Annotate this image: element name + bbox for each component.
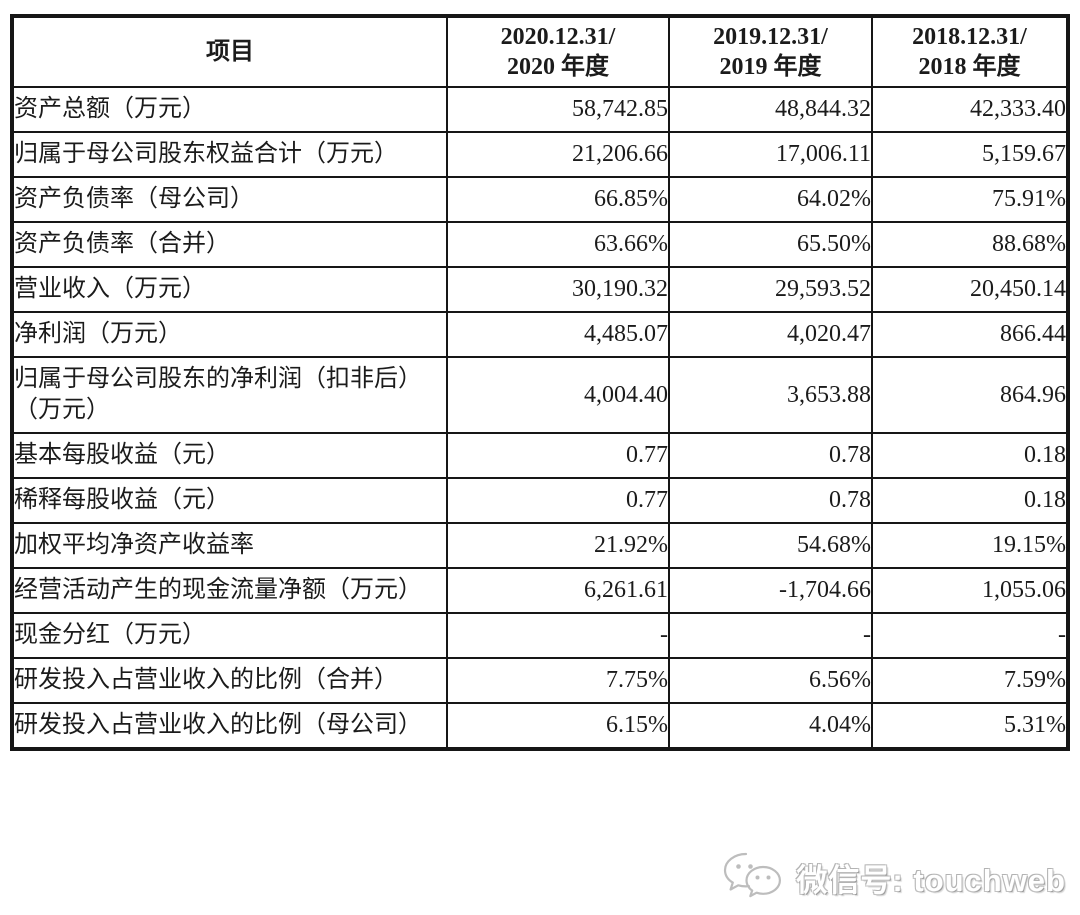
header-line2: 2018 年度 <box>918 54 1021 80</box>
cell-value: 6.15% <box>446 702 670 750</box>
cell-value: 64.02% <box>668 176 873 223</box>
header-line1: 2019.12.31/ <box>713 24 828 50</box>
cell-value: 864.96 <box>871 356 1069 434</box>
cell-value: 866.44 <box>871 311 1069 358</box>
cell-value: 5,159.67 <box>871 131 1069 178</box>
cell-value: 0.77 <box>446 432 670 479</box>
table-row: 基本每股收益（元） 0.77 0.78 0.18 <box>11 432 1069 479</box>
cell-value: 65.50% <box>668 221 873 268</box>
cell-value: 1,055.06 <box>871 567 1069 614</box>
table-row: 研发投入占营业收入的比例（母公司） 6.15% 4.04% 5.31% <box>11 702 1069 750</box>
cell-value: 7.75% <box>446 657 670 704</box>
row-label: 资产负债率（合并） <box>11 221 448 268</box>
cell-value: 0.77 <box>446 477 670 524</box>
cell-value: 20,450.14 <box>871 266 1069 313</box>
cell-value: 4.04% <box>668 702 873 750</box>
header-line2: 2019 年度 <box>719 54 822 80</box>
table-row: 经营活动产生的现金流量净额（万元） 6,261.61 -1,704.66 1,0… <box>11 567 1069 614</box>
column-header-2020: 2020.12.31/ 2020 年度 <box>446 15 670 88</box>
table-row: 资产负债率（合并） 63.66% 65.50% 88.68% <box>11 221 1069 268</box>
header-line1: 2018.12.31/ <box>912 24 1027 50</box>
cell-value: - <box>871 612 1069 659</box>
header-row: 项目 2020.12.31/ 2020 年度 2019.12.31/ 2019 … <box>11 15 1069 88</box>
column-header-item: 项目 <box>11 15 448 88</box>
cell-value: - <box>668 612 873 659</box>
cell-value: 48,844.32 <box>668 86 873 133</box>
cell-value: -1,704.66 <box>668 567 873 614</box>
row-label: 营业收入（万元） <box>11 266 448 313</box>
cell-value: 63.66% <box>446 221 670 268</box>
table-row: 归属于母公司股东权益合计（万元） 21,206.66 17,006.11 5,1… <box>11 131 1069 178</box>
row-label: 归属于母公司股东的净利润（扣非后）（万元） <box>11 356 448 434</box>
financial-summary-table: 项目 2020.12.31/ 2020 年度 2019.12.31/ 2019 … <box>10 14 1070 751</box>
cell-value: 58,742.85 <box>446 86 670 133</box>
row-label: 资产总额（万元） <box>11 86 448 133</box>
cell-value: - <box>446 612 670 659</box>
cell-value: 0.18 <box>871 477 1069 524</box>
row-label: 资产负债率（母公司） <box>11 176 448 223</box>
cell-value: 5.31% <box>871 702 1069 750</box>
cell-value: 19.15% <box>871 522 1069 569</box>
table-row: 资产负债率（母公司） 66.85% 64.02% 75.91% <box>11 176 1069 223</box>
cell-value: 66.85% <box>446 176 670 223</box>
cell-value: 6.56% <box>668 657 873 704</box>
cell-value: 3,653.88 <box>668 356 873 434</box>
header-line2: 2020 年度 <box>507 54 609 80</box>
row-label: 加权平均净资产收益率 <box>11 522 448 569</box>
table-row: 归属于母公司股东的净利润（扣非后）（万元） 4,004.40 3,653.88 … <box>11 356 1069 434</box>
table-row: 加权平均净资产收益率 21.92% 54.68% 19.15% <box>11 522 1069 569</box>
row-label: 现金分红（万元） <box>11 612 448 659</box>
wechat-icon <box>722 851 786 903</box>
cell-value: 42,333.40 <box>871 86 1069 133</box>
cell-value: 7.59% <box>871 657 1069 704</box>
table-row: 研发投入占营业收入的比例（合并） 7.75% 6.56% 7.59% <box>11 657 1069 704</box>
row-label: 净利润（万元） <box>11 311 448 358</box>
table-row: 营业收入（万元） 30,190.32 29,593.52 20,450.14 <box>11 266 1069 313</box>
header-line1: 2020.12.31/ <box>500 24 616 50</box>
cell-value: 21,206.66 <box>446 131 670 178</box>
column-header-2018: 2018.12.31/ 2018 年度 <box>871 15 1069 88</box>
cell-value: 17,006.11 <box>668 131 873 178</box>
row-label: 经营活动产生的现金流量净额（万元） <box>11 567 448 614</box>
cell-value: 54.68% <box>668 522 873 569</box>
cell-value: 21.92% <box>446 522 670 569</box>
table-row: 净利润（万元） 4,485.07 4,020.47 866.44 <box>11 311 1069 358</box>
cell-value: 88.68% <box>871 221 1069 268</box>
row-label: 基本每股收益（元） <box>11 432 448 479</box>
table-row: 现金分红（万元） - - - <box>11 612 1069 659</box>
column-header-2019: 2019.12.31/ 2019 年度 <box>668 15 873 88</box>
row-label: 归属于母公司股东权益合计（万元） <box>11 131 448 178</box>
cell-value: 4,485.07 <box>446 311 670 358</box>
cell-value: 0.78 <box>668 477 873 524</box>
table-row: 资产总额（万元） 58,742.85 48,844.32 42,333.40 <box>11 86 1069 133</box>
cell-value: 6,261.61 <box>446 567 670 614</box>
cell-value: 4,020.47 <box>668 311 873 358</box>
cell-value: 4,004.40 <box>446 356 670 434</box>
cell-value: 0.78 <box>668 432 873 479</box>
table-row: 稀释每股收益（元） 0.77 0.78 0.18 <box>11 477 1069 524</box>
cell-value: 0.18 <box>871 432 1069 479</box>
cell-value: 30,190.32 <box>446 266 670 313</box>
wechat-watermark: 微信号: touchweb <box>722 851 1066 903</box>
cell-value: 75.91% <box>871 176 1069 223</box>
wechat-id-label: 微信号: touchweb <box>796 862 1066 898</box>
row-label: 研发投入占营业收入的比例（母公司） <box>11 702 448 750</box>
row-label: 稀释每股收益（元） <box>11 477 448 524</box>
row-label: 研发投入占营业收入的比例（合并） <box>11 657 448 704</box>
cell-value: 29,593.52 <box>668 266 873 313</box>
